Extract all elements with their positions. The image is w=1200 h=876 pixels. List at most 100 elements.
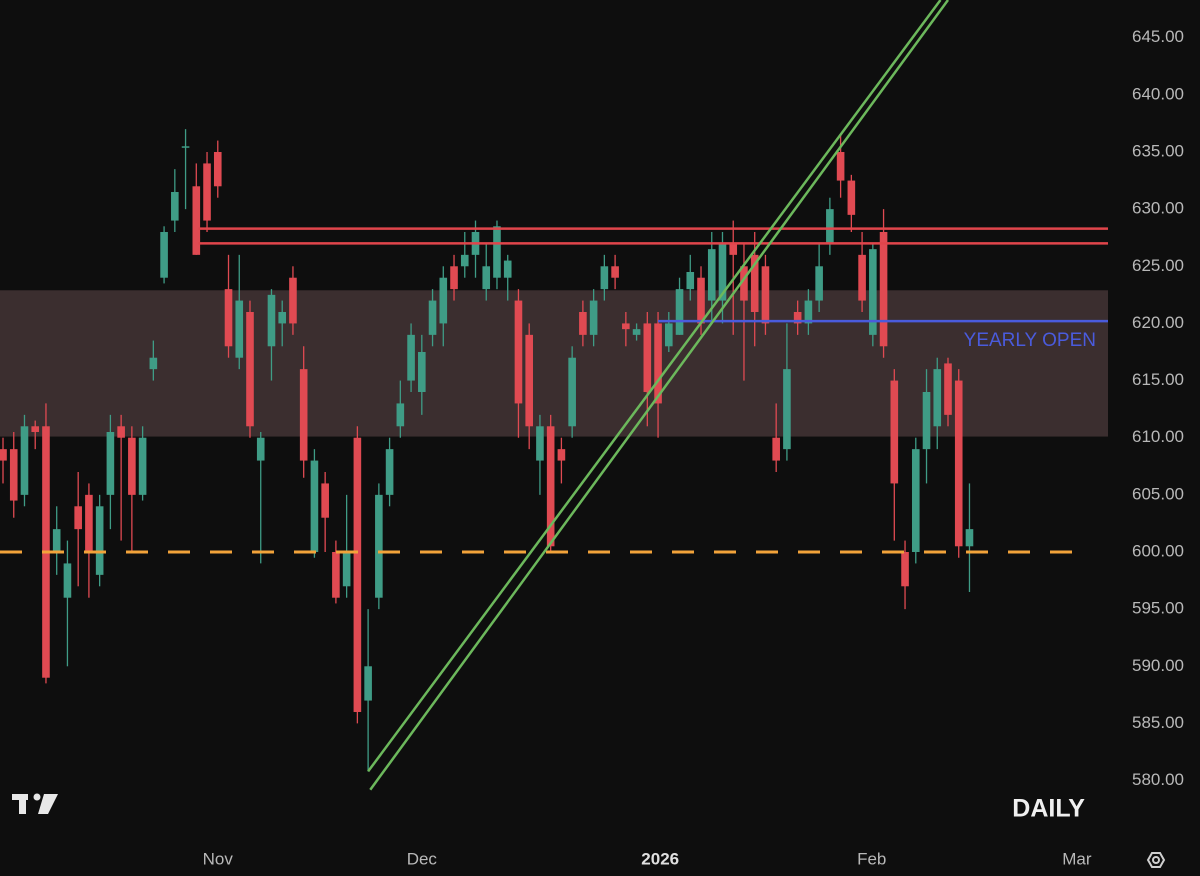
- candle-body: [793, 312, 802, 324]
- y-tick-label: 635.00: [1132, 141, 1184, 160]
- candle-body: [74, 506, 82, 530]
- candle-body: [192, 186, 201, 255]
- candle-body: [815, 266, 823, 301]
- candle-body: [375, 494, 383, 598]
- trendline: [369, 0, 950, 791]
- candle-body: [267, 294, 276, 347]
- candle-body: [278, 312, 287, 324]
- candle-body: [911, 449, 920, 552]
- candle-body: [611, 266, 619, 278]
- candle-body: [804, 300, 813, 324]
- y-tick-label: 580.00: [1132, 770, 1184, 789]
- candle-body: [171, 192, 179, 221]
- candle-body: [664, 323, 673, 347]
- candle-body: [364, 666, 372, 701]
- candle-body: [9, 449, 18, 501]
- candle-body: [342, 552, 351, 587]
- y-tick-label: 620.00: [1132, 313, 1184, 332]
- candle-body: [460, 254, 469, 267]
- candle-body: [675, 289, 684, 335]
- candle-body: [568, 357, 576, 427]
- y-tick-label: 600.00: [1132, 541, 1184, 560]
- candle-body: [847, 180, 856, 215]
- candle-body: [858, 254, 866, 301]
- y-tick-label: 610.00: [1132, 427, 1184, 446]
- candle-body: [310, 460, 319, 552]
- candle-body: [869, 249, 877, 335]
- y-tick-label: 625.00: [1132, 256, 1184, 275]
- candle-body: [482, 266, 491, 290]
- candle-body: [761, 266, 770, 324]
- candle-body: [826, 209, 834, 244]
- candle-body: [332, 552, 340, 598]
- candle-body: [246, 312, 254, 427]
- y-tick-label: 605.00: [1132, 484, 1184, 503]
- candle-body: [933, 369, 942, 427]
- y-tick-label: 645.00: [1132, 27, 1184, 46]
- y-tick-label: 640.00: [1132, 84, 1184, 103]
- candle-body: [235, 300, 244, 358]
- candle-body: [643, 323, 652, 392]
- candle-body: [256, 437, 265, 461]
- zone: [0, 290, 1108, 437]
- candle-body: [128, 437, 136, 495]
- candle-body: [654, 323, 662, 404]
- candle-body: [579, 312, 587, 335]
- candle-body: [224, 289, 233, 347]
- candle-body: [718, 243, 727, 301]
- candle-body: [944, 363, 952, 415]
- candle-body: [890, 380, 899, 484]
- candle-body: [353, 437, 362, 712]
- candle-body: [85, 494, 93, 552]
- candle-body: [965, 529, 974, 547]
- x-tick-label: Nov: [203, 849, 234, 868]
- candle-body: [203, 163, 211, 221]
- candle-body: [149, 357, 158, 370]
- x-tick-label: 2026: [641, 849, 679, 868]
- timeframe: DAILY: [1012, 795, 1085, 823]
- candle-body: [600, 266, 609, 290]
- candle-body: [622, 323, 630, 330]
- y-tick-label: 630.00: [1132, 199, 1184, 218]
- candle-body: [879, 232, 888, 347]
- candle-body: [0, 449, 7, 461]
- candle-body: [750, 254, 759, 312]
- candle-body: [740, 266, 748, 301]
- candle-body: [632, 329, 641, 335]
- candle-body: [493, 226, 501, 278]
- candle-body: [686, 272, 695, 290]
- candle-body: [106, 432, 115, 495]
- candle-body: [525, 334, 533, 427]
- candle-body: [63, 563, 72, 598]
- level-label: YEARLY OPEN: [964, 330, 1096, 351]
- candle-body: [503, 260, 512, 278]
- candle-body: [20, 426, 29, 495]
- candle-body: [783, 369, 791, 450]
- candle-body: [697, 277, 705, 324]
- x-tick-label: Dec: [407, 849, 438, 868]
- y-tick-label: 615.00: [1132, 370, 1184, 389]
- candle-body: [31, 426, 40, 432]
- candle-body: [901, 552, 909, 587]
- x-tick-label: Feb: [857, 849, 886, 868]
- candle-body: [138, 437, 147, 495]
- candle-body: [299, 369, 308, 461]
- candle-body: [181, 146, 190, 148]
- candle-body: [450, 266, 458, 290]
- candle-body: [546, 426, 555, 547]
- candle-body: [536, 426, 544, 461]
- x-tick-label: Mar: [1062, 849, 1092, 868]
- trendline: [367, 0, 942, 773]
- candle-body: [407, 334, 415, 381]
- candle-body: [418, 352, 426, 392]
- candle-body: [954, 380, 963, 547]
- candle-body: [772, 437, 780, 461]
- settings-icon[interactable]: [1146, 852, 1166, 868]
- candle-body: [321, 483, 329, 518]
- candle-body: [589, 300, 598, 335]
- candle-body: [95, 506, 104, 575]
- candle-body: [707, 249, 716, 301]
